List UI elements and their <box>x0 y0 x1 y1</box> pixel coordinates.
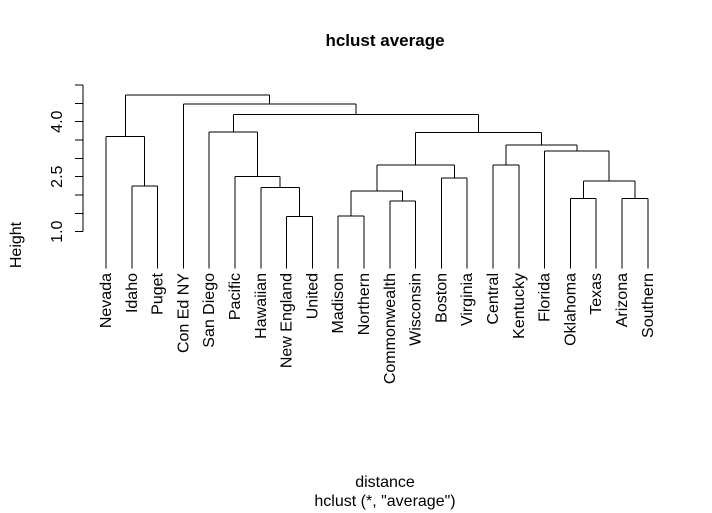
leaf-label-central: Central <box>485 273 502 325</box>
leaf-label-oklahoma: Oklahoma <box>562 273 579 346</box>
leaf-label-virginia: Virginia <box>459 273 476 326</box>
leaf-label-southern: Southern <box>640 273 657 338</box>
plot-title: hclust average <box>325 31 445 50</box>
plot-subtitle: hclust (*, "average") <box>314 493 456 510</box>
leaf-label-idaho: Idaho <box>124 273 141 313</box>
y-tick-label-1.0: 1.0 <box>49 220 66 242</box>
leaf-label-con-ed-ny: Con Ed NY <box>175 273 192 353</box>
leaf-label-kentucky: Kentucky <box>511 273 528 339</box>
leaf-label-united: United <box>304 273 321 319</box>
leaf-label-texas: Texas <box>588 273 605 315</box>
leaf-label-pacific: Pacific <box>227 273 244 320</box>
leaf-label-boston: Boston <box>433 273 450 323</box>
leaf-label-nevada: Nevada <box>98 273 115 328</box>
y-tick-label-2.5: 2.5 <box>49 165 66 187</box>
leaf-label-wisconsin: Wisconsin <box>408 273 425 346</box>
leaf-label-san-diego: San Diego <box>201 273 218 348</box>
leaf-label-northern: Northern <box>356 273 373 335</box>
leaf-label-commonwealth: Commonwealth <box>382 273 399 384</box>
y-tick-label-4.0: 4.0 <box>49 110 66 132</box>
leaf-label-puget: Puget <box>150 272 167 314</box>
leaf-label-new-england: New England <box>279 273 296 368</box>
leaf-label-hawaiian: Hawaiian <box>253 273 270 339</box>
leaf-label-florida: Florida <box>537 273 554 322</box>
x-axis-label: distance <box>355 474 415 491</box>
leaf-label-arizona: Arizona <box>614 273 631 327</box>
leaf-label-madison: Madison <box>330 273 347 333</box>
